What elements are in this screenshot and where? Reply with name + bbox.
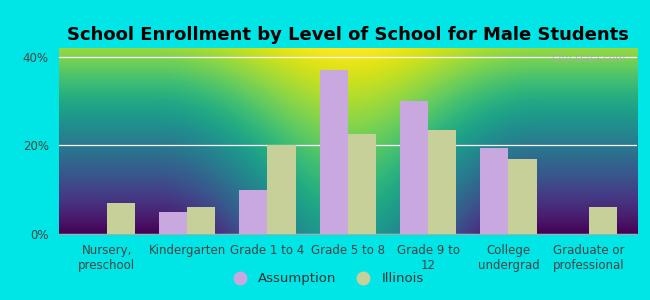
Bar (508, 159, 536, 234)
Legend: Assumption, Illinois: Assumption, Illinois (221, 267, 429, 290)
Text: City-Data.com: City-Data.com (551, 54, 625, 64)
Bar (239, 190, 267, 234)
Bar (348, 134, 376, 234)
Bar (159, 212, 187, 234)
Bar (267, 146, 296, 234)
Bar (320, 70, 348, 234)
Bar (107, 203, 135, 234)
Bar (187, 207, 215, 234)
Bar (480, 148, 508, 234)
Bar (589, 207, 617, 234)
Title: School Enrollment by Level of School for Male Students: School Enrollment by Level of School for… (67, 26, 629, 44)
Bar (428, 130, 456, 234)
Bar (400, 101, 428, 234)
